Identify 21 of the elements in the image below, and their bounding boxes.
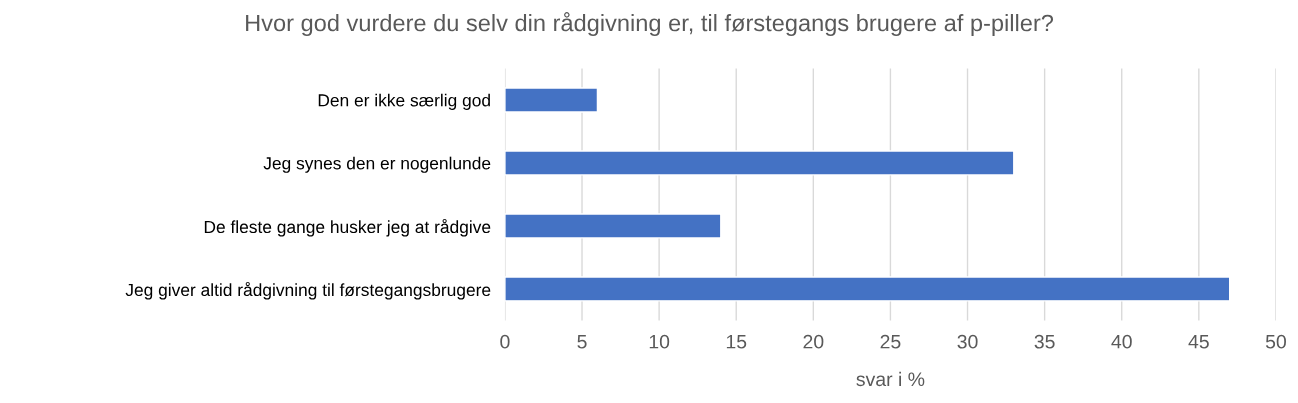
bar xyxy=(504,87,599,113)
x-tick-label: 25 xyxy=(880,334,901,349)
y-tick-label: De fleste gange husker jeg at rådgive xyxy=(204,218,491,237)
x-tick-label: 10 xyxy=(649,334,670,349)
x-tick-label: 20 xyxy=(803,334,824,349)
x-tick-label: 5 xyxy=(577,334,587,349)
y-tick-label: Jeg giver altid rådgivning til førstegangsbrugere xyxy=(125,281,491,300)
y-tick-label: Den er ikke særlig god xyxy=(318,93,490,110)
y-tick-label: Jeg synes den er nogenlunde xyxy=(263,156,491,173)
x-tick-label: 0 xyxy=(500,334,510,349)
x-tick-label: 40 xyxy=(1111,334,1132,349)
x-tick-label: 30 xyxy=(957,334,978,349)
x-tick-label: 35 xyxy=(1034,334,1055,349)
x-axis-title: svar i % xyxy=(856,371,925,387)
x-tick-label: 50 xyxy=(1265,334,1286,349)
bar xyxy=(504,150,1015,176)
chart-title: Hvor god vurdere du selv din rådgivning er, til førstegangs brugere af p-piller? xyxy=(246,12,1054,37)
bar xyxy=(504,276,1231,302)
x-tick-label: 45 xyxy=(1188,334,1209,349)
bar xyxy=(504,213,722,239)
x-tick-label: 15 xyxy=(726,334,747,349)
